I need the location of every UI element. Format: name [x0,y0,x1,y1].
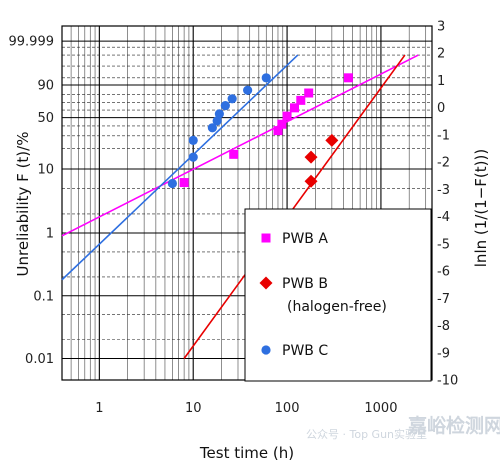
y2-tick-label: 1 [437,74,445,89]
y-tick-label: 99.999 [9,35,55,50]
legend: PWB A PWB B (halogen-free) PWB C [244,208,432,382]
y2-tick-label: -9 [437,346,450,361]
legend-label-line2: (halogen-free) [287,299,387,315]
y-axis-title: Unreliability F (t)/% [14,132,32,277]
x-tick-label: 1000 [364,401,397,416]
y2-tick-label: -8 [437,319,450,334]
watermark: 公众号 · Top Gun实验室 嘉峪检测网 [306,414,500,441]
x-tick-label: 100 [275,401,300,416]
y-tick-label: 10 [37,162,54,177]
y2-tick-label: -10 [437,374,458,389]
legend-marker [259,276,273,290]
data-point [220,101,230,111]
data-point [167,178,177,189]
data-point [304,174,318,188]
y2-tick-label: -2 [437,156,450,171]
data-point [304,150,318,164]
x-axis-title: Test time (h) [199,444,294,462]
data-point [188,152,198,162]
y-tick-label: 0.1 [33,289,54,304]
legend-label: PWB A [282,231,328,247]
y2-tick-label: -6 [437,265,450,280]
legend-marker [261,233,271,243]
y-tick-label: 1 [46,226,54,241]
y2-tick-label: -3 [437,183,450,198]
data-point [304,88,314,98]
data-point [325,133,339,147]
y2-tick-label: -5 [437,237,450,252]
y2-tick-label: 2 [437,47,445,62]
data-points [167,73,353,189]
y2-tick-labels: 3 2 1 0 -1 -2 -3 -4 -5 -6 -7 -8 -9 -10 [437,20,458,389]
data-point [277,119,287,129]
data-point [188,135,198,145]
y2-tick-label: -1 [437,128,450,143]
y-tick-labels: 99.999 90 50 10 1 0.1 0.01 [9,35,55,367]
watermark-source: 公众号 · Top Gun实验室 [306,427,427,441]
y-tick-label: 0.01 [25,352,54,367]
data-point [261,73,271,83]
data-point [343,73,353,83]
y-tick-label: 50 [37,111,54,126]
y2-axis-title: lnln (1/(1−F(t))) [472,149,490,267]
x-tick-label: 1 [95,401,103,416]
data-point [214,109,224,119]
fit-line [183,54,406,359]
fit-line [61,54,419,237]
data-point [282,111,292,121]
legend-box [244,208,432,382]
y2-tick-label: -7 [437,292,450,307]
data-point [229,149,239,159]
y-tick-label: 90 [37,78,54,93]
y2-tick-label: 3 [437,20,445,35]
y2-tick-label: -4 [437,210,450,225]
data-point [243,85,253,95]
data-point [179,178,189,188]
data-point [207,123,217,133]
x-tick-labels: 1 10 100 1000 [95,401,397,416]
legend-label: PWB B [282,276,328,292]
data-point [227,94,237,104]
data-point [273,126,283,136]
data-point [296,95,306,105]
fit-line [61,54,299,281]
x-tick-label: 10 [185,401,202,416]
watermark-brand: 嘉峪检测网 [407,414,500,437]
fit-lines [61,54,419,359]
data-point [212,116,222,126]
y2-tick-label: 0 [437,101,445,116]
legend-marker [261,345,271,355]
legend-label: PWB C [282,343,328,359]
data-point [290,103,300,113]
